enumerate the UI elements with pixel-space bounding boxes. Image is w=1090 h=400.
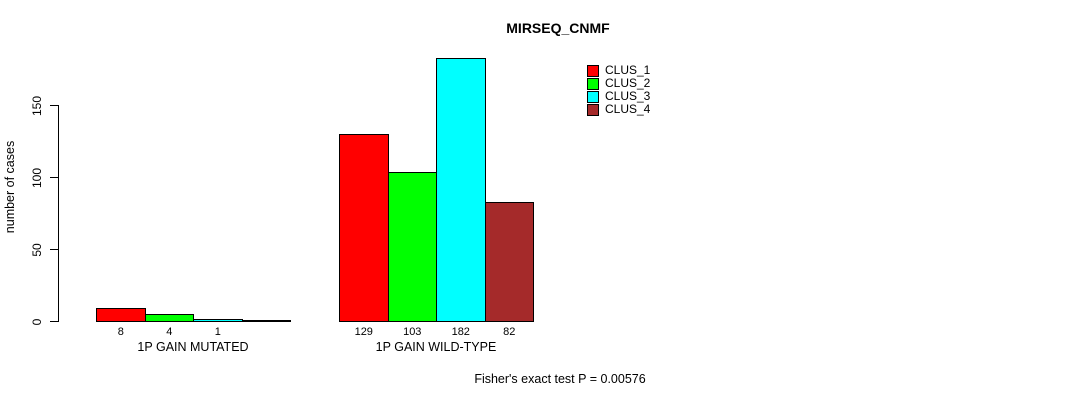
bar-clus-4-group2: [484, 201, 534, 322]
bar-value-label: 129: [354, 326, 373, 338]
bar-clus-2-group1: [144, 314, 194, 322]
legend-swatch-clus-1: [587, 64, 599, 77]
bar-clus-3-group1: [193, 318, 243, 322]
bar-clus-3-group2: [436, 57, 486, 322]
y-tick-label: 150: [30, 95, 44, 116]
y-tick-label: 0: [30, 318, 44, 325]
legend-label-clus-2: CLUS_2: [605, 76, 651, 90]
y-tick-mark: [50, 177, 58, 178]
bar-clus-4-group1: [241, 320, 291, 322]
chart-title: MIRSEQ_CNMF: [506, 20, 610, 36]
legend-item-clus-1: CLUS_1: [587, 64, 650, 77]
bar-clus-1-group1: [96, 308, 146, 322]
legend-swatch-clus-3: [587, 90, 599, 103]
legend-item-clus-2: CLUS_2: [587, 77, 650, 90]
y-tick-mark: [50, 321, 58, 322]
bar-clus-2-group2: [387, 171, 437, 322]
legend-swatch-clus-4: [587, 103, 599, 116]
legend: CLUS_1 CLUS_2 CLUS_3 CLUS_4: [587, 64, 650, 116]
bar-value-label: 1: [214, 326, 221, 338]
legend-label-clus-1: CLUS_1: [605, 63, 651, 77]
bar-value-label: 182: [451, 326, 470, 338]
bar-value-label: 103: [403, 326, 422, 338]
group-label-1: 1P GAIN MUTATED: [137, 340, 249, 354]
legend-label-clus-3: CLUS_3: [605, 89, 651, 103]
y-tick-mark: [50, 105, 58, 106]
legend-label-clus-4: CLUS_4: [605, 102, 651, 116]
y-tick-label: 50: [30, 242, 44, 257]
fisher-test-caption: Fisher's exact test P = 0.00576: [474, 372, 646, 386]
bar-value-label: 82: [503, 326, 516, 338]
group-label-2: 1P GAIN WILD-TYPE: [375, 340, 497, 354]
bar-value-label: 4: [166, 326, 173, 338]
y-axis-line: [58, 105, 59, 322]
legend-item-clus-3: CLUS_3: [587, 90, 650, 103]
y-axis-label: number of cases: [3, 140, 17, 234]
legend-swatch-clus-2: [587, 77, 599, 90]
y-tick-label: 100: [30, 167, 44, 188]
bar-clus-1-group2: [339, 134, 389, 322]
legend-item-clus-4: CLUS_4: [587, 103, 650, 116]
bar-value-label: 8: [117, 326, 124, 338]
y-tick-mark: [50, 249, 58, 250]
